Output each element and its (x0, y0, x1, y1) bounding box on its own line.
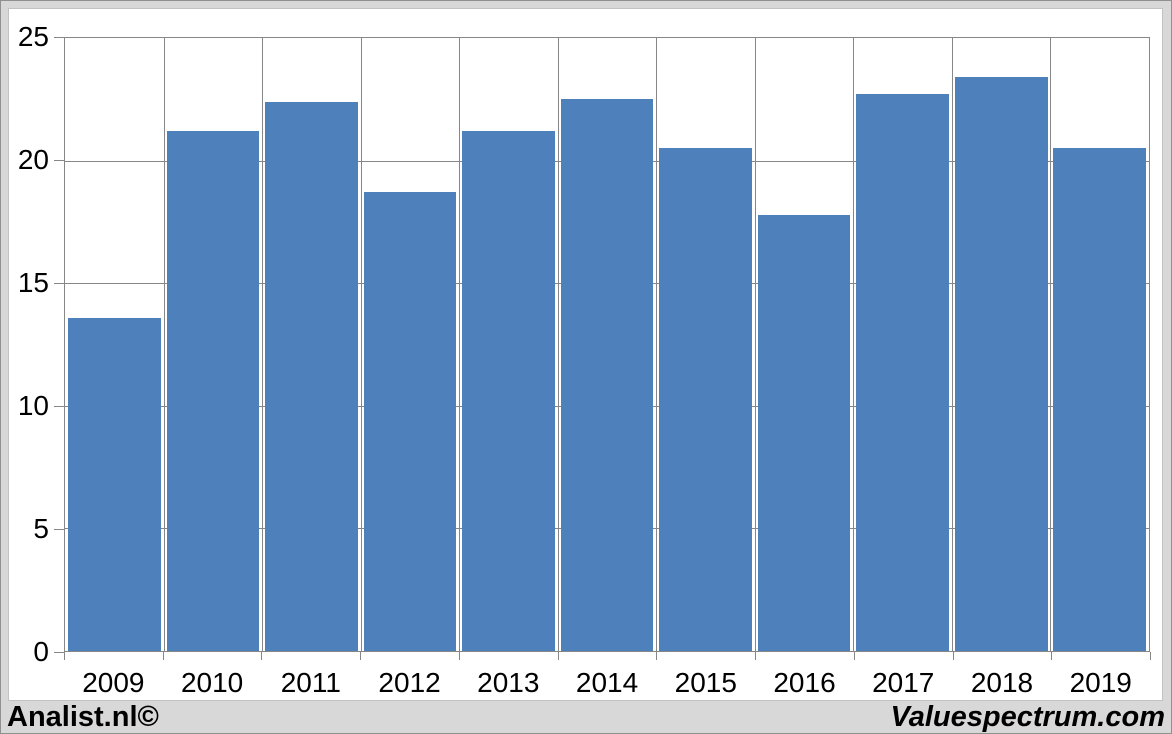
y-tick-label-5: 5 (33, 513, 49, 544)
bar-2010 (166, 131, 260, 651)
vertical-gridline (557, 38, 559, 651)
bar-2015 (659, 148, 752, 651)
vertical-gridline (656, 38, 658, 651)
vertical-gridline (163, 38, 165, 651)
x-tick-label-2009: 2009 (82, 667, 145, 698)
bar-cell-2018 (952, 38, 1051, 651)
bar-cell-2010 (164, 38, 263, 651)
x-tick-label-2014: 2014 (575, 667, 639, 698)
vertical-gridline (262, 38, 264, 651)
x-tick-mark (458, 652, 460, 660)
plot-area (64, 37, 1150, 652)
bar-2014 (560, 99, 654, 651)
bar-2018 (954, 77, 1048, 651)
x-tick-mark (656, 652, 658, 660)
x-tick-label-2010: 2010 (180, 667, 244, 698)
x-tick-mark (952, 652, 954, 660)
x-axis-labels: 2009 2010 2011 2012 2013 2014 2015 2016 2017 2018… (64, 667, 1150, 699)
x-tick-label-2018: 2018 (970, 667, 1034, 698)
bar-cell-2019 (1050, 38, 1149, 651)
x-tick-label-2012: 2012 (378, 667, 441, 698)
bar-2011 (265, 101, 358, 651)
y-tick-label-20: 20 (17, 144, 49, 175)
bar-cell-2015 (656, 38, 755, 651)
y-tick-mark (54, 529, 64, 530)
bars-layer (65, 38, 1149, 651)
x-tick-mark (162, 652, 164, 660)
y-tick-label-0: 0 (33, 636, 49, 667)
y-tick-mark (54, 37, 64, 38)
footer-bar: Analist.nl© Valuespectrum.com (1, 701, 1171, 733)
y-tick-mark (54, 652, 64, 653)
bar-cell-2013 (459, 38, 558, 651)
x-tick-mark (261, 652, 263, 660)
y-tick-label-10: 10 (17, 390, 49, 421)
vertical-gridline (754, 38, 756, 651)
bar-cell-2012 (361, 38, 460, 651)
vertical-gridline (1050, 38, 1052, 651)
vertical-gridline (360, 38, 362, 651)
bar-2017 (856, 94, 949, 651)
chart-panel: 0 5 10 15 20 25 2009 2010 2011 2012 2013 2014 2015 2… (8, 8, 1163, 701)
x-tick-mark (755, 652, 757, 660)
vertical-gridline (951, 38, 953, 651)
x-tick-label-2011: 2011 (280, 667, 341, 698)
y-tick-mark (54, 160, 64, 161)
y-tick-mark (54, 283, 64, 284)
source-watermark-left: Analist.nl© (7, 700, 159, 733)
bar-cell-2009 (65, 38, 164, 651)
y-tick-label-15: 15 (17, 267, 49, 298)
x-tick-mark (1150, 652, 1151, 660)
vertical-gridline (853, 38, 855, 651)
vertical-gridline (459, 38, 461, 651)
x-tick-mark (557, 652, 559, 660)
y-tick-label-25: 25 (17, 21, 49, 52)
x-tick-mark (853, 652, 855, 660)
x-tick-label-2019: 2019 (1069, 667, 1132, 698)
bar-cell-2014 (558, 38, 657, 651)
x-tick-label-2013: 2013 (477, 667, 540, 698)
y-tick-mark (54, 406, 64, 407)
bar-2009 (67, 317, 161, 651)
bar-2019 (1053, 148, 1147, 651)
x-tick-label-2016: 2016 (773, 667, 836, 698)
x-tick-mark (1051, 652, 1053, 660)
bar-2016 (757, 214, 851, 651)
x-tick-label-2015: 2015 (674, 667, 737, 698)
x-tick-label-2017: 2017 (872, 667, 935, 698)
bar-cell-2017 (853, 38, 952, 651)
bar-2012 (363, 192, 457, 651)
x-tick-mark (360, 652, 362, 660)
bar-cell-2016 (755, 38, 854, 651)
bar-2013 (462, 131, 555, 651)
bar-cell-2011 (262, 38, 361, 651)
x-tick-mark (64, 652, 65, 660)
source-watermark-right: Valuespectrum.com (890, 700, 1165, 733)
